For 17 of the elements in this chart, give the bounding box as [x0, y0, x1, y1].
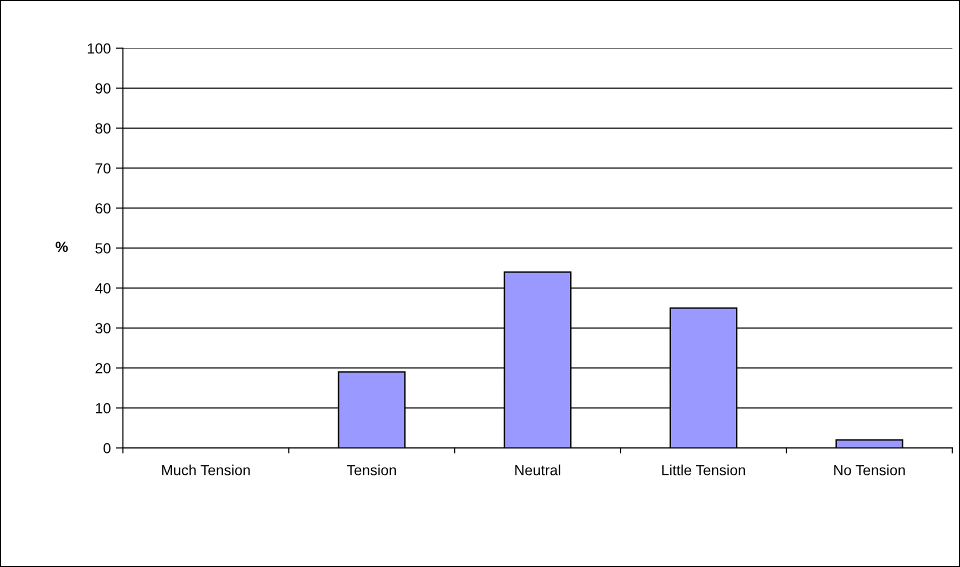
- y-tick-label: 100: [88, 43, 111, 54]
- x-tick-label: Neutral: [515, 464, 560, 476]
- y-tick-label: 70: [96, 163, 111, 174]
- y-tick-label: 40: [95, 283, 111, 294]
- y-axis-title: %: [56, 242, 68, 252]
- y-tick-label: 80: [95, 123, 111, 134]
- y-tick-label: 10: [96, 403, 111, 414]
- y-tick-label: 90: [96, 83, 111, 94]
- x-tick-label: Much Tension: [162, 464, 250, 476]
- y-tick-label: 60: [96, 203, 111, 214]
- x-tick-label: Tension: [346, 464, 396, 476]
- y-tick-label: 50: [95, 243, 111, 254]
- y-tick-label: 20: [96, 363, 111, 374]
- y-tick-label: 30: [95, 323, 111, 334]
- x-tick-label: Little Tension: [662, 464, 745, 476]
- y-tick-label: 0: [104, 443, 111, 454]
- x-tick-label: No Tension: [834, 464, 905, 476]
